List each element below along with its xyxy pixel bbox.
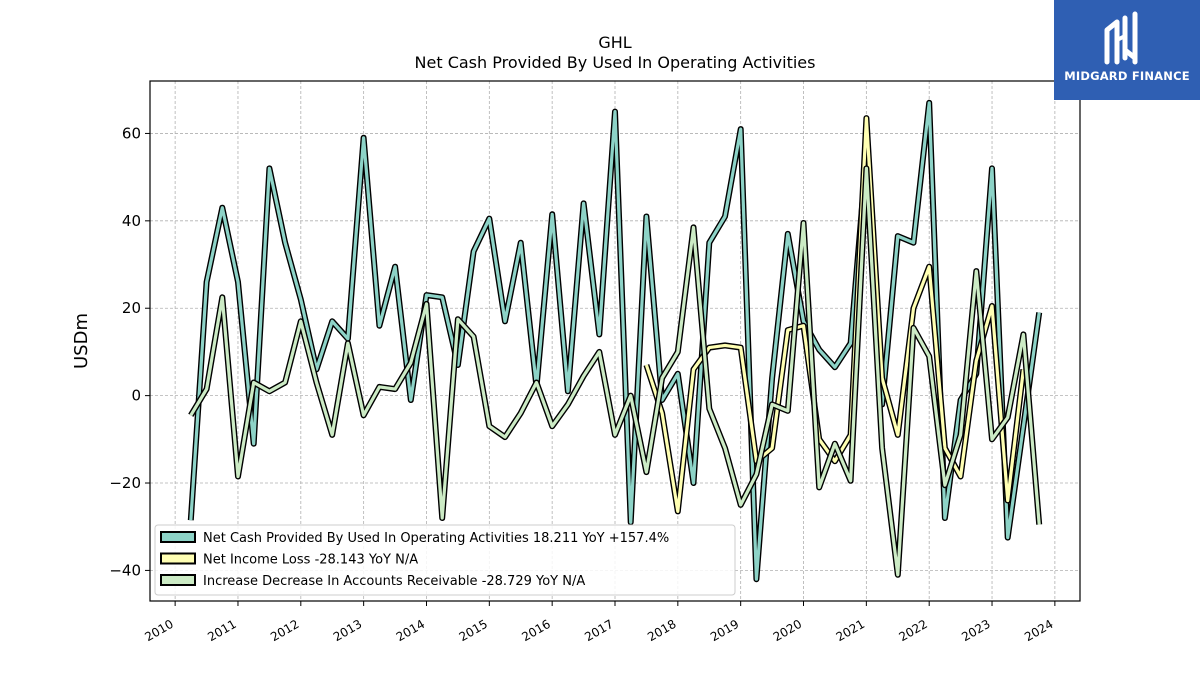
x-tick-label: 2015	[457, 617, 490, 644]
y-tick-label: 0	[131, 387, 141, 405]
legend-label: Increase Decrease In Accounts Receivable…	[203, 574, 585, 589]
legend-label: Net Cash Provided By Used In Operating A…	[203, 531, 669, 546]
x-tick-label: 2024	[1022, 617, 1055, 644]
y-axis-label: USDm	[71, 313, 92, 369]
x-tick-label: 2018	[645, 617, 678, 644]
legend-swatch	[160, 552, 196, 565]
legend: Net Cash Provided By Used In Operating A…	[154, 524, 736, 596]
x-axis: 2010 2011 2012 2013 2014 2015 2016 2017 2018 2019…	[142, 601, 1056, 644]
brand-logo-icon	[1104, 11, 1138, 65]
x-tick-label: 2011	[205, 617, 238, 644]
series-2	[188, 165, 1043, 578]
legend-swatch	[160, 574, 196, 586]
x-tick-label: 2014	[394, 617, 427, 644]
y-axis: −40 −20 0 20 40 60	[109, 124, 150, 579]
x-tick-label: 2013	[331, 617, 364, 644]
series-line	[189, 101, 1041, 581]
x-tick-label: 2021	[834, 617, 867, 644]
x-tick-label: 2022	[896, 617, 929, 644]
series-1	[643, 115, 1027, 515]
y-tick-label: −20	[109, 474, 141, 492]
x-tick-label: 2019	[708, 617, 741, 644]
chart-subtitle: Net Cash Provided By Used In Operating A…	[415, 53, 816, 72]
x-tick-label: 2016	[519, 617, 552, 644]
x-tick-label: 2023	[959, 617, 992, 644]
legend-swatch	[160, 531, 196, 543]
series-layer	[187, 99, 1043, 583]
series-line	[644, 116, 1025, 513]
brand-name: MIDGARD FINANCE	[1064, 69, 1190, 83]
y-tick-label: 20	[122, 299, 141, 317]
chart-title: GHL	[598, 33, 631, 52]
y-tick-label: 40	[122, 212, 141, 230]
series-line	[189, 166, 1041, 577]
x-tick-label: 2012	[268, 617, 301, 644]
y-tick-label: 60	[122, 124, 141, 142]
x-tick-label: 2017	[582, 617, 615, 644]
y-tick-label: −40	[109, 561, 141, 579]
x-tick-label: 2020	[771, 617, 804, 644]
x-tick-label: 2010	[142, 617, 175, 644]
legend-label: Net Income Loss -28.143 YoY N/A	[203, 553, 418, 568]
series-0	[187, 99, 1043, 583]
legend-box	[154, 524, 736, 596]
